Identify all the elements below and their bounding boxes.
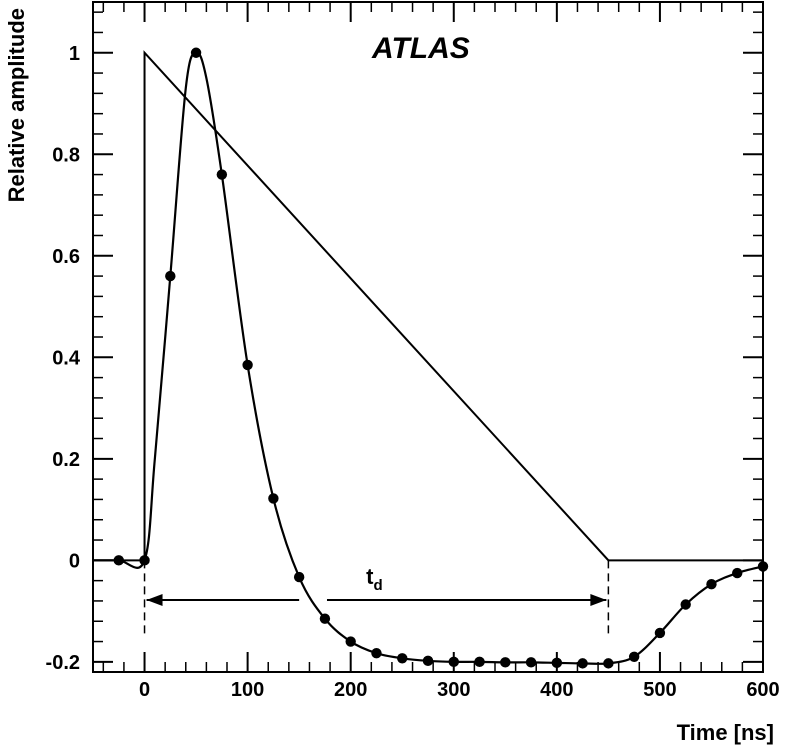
sample-point [757, 561, 769, 572]
sample-point [732, 567, 743, 579]
sample-point [371, 648, 382, 659]
sample-point [293, 571, 305, 583]
sample-point [525, 657, 537, 668]
y-axis-title: Relative amplitude [4, 8, 29, 202]
sample-point [113, 555, 124, 566]
x-tick-label: 300 [437, 679, 470, 701]
y-tick-label: 0.8 [52, 144, 80, 166]
td-label: td [366, 564, 383, 594]
x-tick-label: 500 [643, 679, 676, 701]
ticks [93, 2, 764, 672]
x-tick-label: 600 [746, 679, 779, 701]
td-label-main: t [366, 564, 374, 589]
y-tick-label: 0.2 [52, 449, 80, 471]
td-arrowhead-right [590, 594, 607, 606]
sample-point [397, 653, 408, 664]
sample-point [654, 627, 666, 639]
shaped-pulse-curve [93, 51, 764, 665]
x-tick-label: 400 [540, 679, 573, 701]
x-tick-label: 0 [139, 679, 150, 701]
sample-point [603, 658, 614, 669]
sample-point [551, 657, 563, 669]
y-tick-label: -0.2 [46, 652, 80, 674]
sample-point [706, 578, 717, 590]
td-arrowhead-left [146, 594, 163, 606]
y-tick-label: 0 [69, 550, 80, 572]
sample-point [216, 169, 228, 180]
triangular-signal-line [93, 50, 763, 562]
tick-labels: 0 100 200 300 400 500 600 -0.2 0 0.2 0.4 0.6 0.8 1 [46, 43, 780, 701]
sample-point [422, 655, 434, 667]
td-label-subscript: d [373, 577, 382, 594]
sample-point [190, 47, 202, 58]
sample-point [474, 656, 485, 668]
sample-point [577, 658, 588, 669]
x-tick-label: 200 [334, 679, 367, 701]
x-axis-title: Time [ns] [677, 720, 774, 745]
y-tick-label: 1 [69, 43, 80, 65]
plot-frame [92, 1, 764, 673]
td-annotation: td [143, 560, 610, 636]
atlas-label: ATLAS [371, 32, 470, 65]
sample-point [319, 613, 331, 624]
sample-point [242, 359, 253, 371]
y-tick-label: 0.4 [52, 347, 81, 369]
x-tick-label: 100 [231, 679, 264, 701]
sample-point [500, 657, 511, 668]
sample-point [165, 270, 176, 282]
sample-point [628, 651, 640, 662]
series-layer [93, 47, 769, 669]
sample-point [345, 636, 356, 647]
sample-point [680, 599, 691, 610]
sample-point [268, 493, 279, 504]
sample-point [448, 656, 459, 668]
y-tick-label: 0.6 [52, 246, 80, 268]
